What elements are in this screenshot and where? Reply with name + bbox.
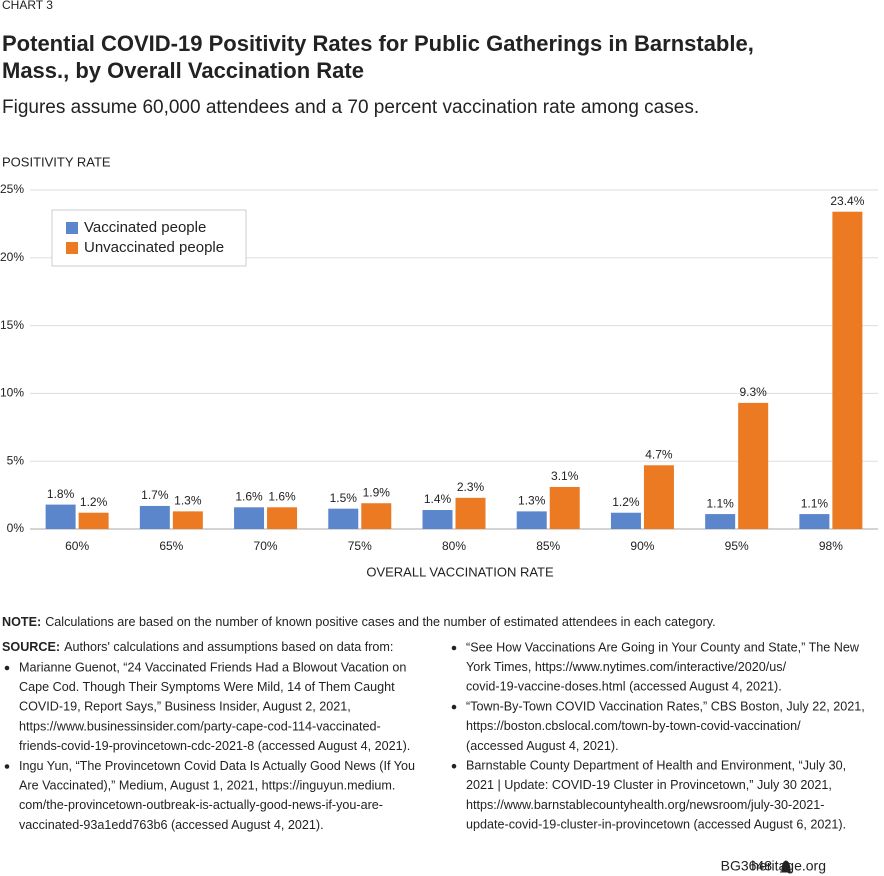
source-line: COVID-19, Report Says,” Business Insider… [19, 700, 351, 714]
source-line: (accessed August 4, 2021). [466, 739, 619, 753]
value-label: 9.3% [739, 385, 767, 399]
value-label: 4.7% [645, 447, 673, 461]
bell-icon [780, 860, 792, 873]
value-label: 1.7% [141, 488, 169, 502]
value-label: 1.1% [801, 496, 829, 510]
value-label: 1.2% [80, 495, 108, 509]
bar [361, 503, 392, 529]
y-tick-label: 20% [0, 250, 24, 264]
legend-swatch [66, 222, 78, 234]
source-line: https://boston.cbslocal.com/town-by-town… [466, 719, 801, 733]
source-line: com/the-provincetown-outbreak-is-actuall… [19, 798, 383, 812]
bar [328, 508, 359, 529]
bullet [451, 763, 457, 769]
x-tick-label: 65% [159, 539, 183, 553]
legend-label: Unvaccinated people [84, 239, 224, 256]
x-tick-label: 85% [536, 539, 560, 553]
source-line: Ingu Yun, “The Provincetown Covid Data I… [19, 759, 415, 773]
y-tick-label: 10% [0, 386, 24, 400]
value-label: 1.5% [330, 491, 358, 505]
bar [549, 486, 580, 529]
note-text: Authors' calculations and assumptions ba… [64, 640, 393, 654]
legend-label: Vaccinated people [84, 219, 206, 236]
source-line: Cape Cod. Though Their Symptoms Were Mil… [19, 680, 395, 694]
value-label: 1.4% [424, 492, 452, 506]
bar [78, 512, 109, 529]
source-line: update-covid-19-cluster-in-provincetown … [466, 818, 846, 832]
chart-label: CHART 3 [2, 0, 53, 12]
bar [139, 505, 170, 529]
source-line: vaccinated-93a1edd763b6 (accessed August… [19, 818, 324, 832]
x-axis-label: OVERALL VACCINATION RATE [366, 564, 554, 579]
chart-title: Potential COVID-19 Positivity Rates for … [2, 31, 754, 56]
value-label: 1.8% [47, 487, 75, 501]
source-line: Marianne Guenot, “24 Vaccinated Friends … [19, 660, 406, 674]
source-line: York Times, https://www.nytimes.com/inte… [466, 660, 787, 674]
source-line: “Town-By-Town COVID Vaccination Rates,” … [466, 699, 865, 713]
bar [832, 211, 863, 530]
y-tick-label: 25% [0, 182, 24, 196]
x-tick-label: 98% [819, 539, 843, 553]
note-text: Calculations are based on the number of … [45, 615, 715, 629]
x-tick-label: 75% [348, 539, 372, 553]
bullet [4, 665, 10, 671]
note-label: SOURCE: [2, 640, 60, 654]
value-label: 3.1% [551, 469, 579, 483]
note: NOTE: Calculations are based on the numbe… [2, 615, 716, 629]
source-line: friends-covid-19-provincetown-cdc-2021-8… [19, 739, 410, 753]
bar [172, 511, 203, 529]
footer-code: BG3648 [721, 858, 773, 874]
x-tick-label: 70% [254, 539, 278, 553]
y-tick-label: 15% [0, 318, 24, 332]
value-label: 1.3% [174, 494, 202, 508]
bullet [451, 704, 457, 710]
source-line: https://www.businessinsider.com/party-ca… [19, 719, 381, 733]
source-line: covid-19-vaccine-doses.html (accessed Au… [466, 680, 782, 694]
x-tick-label: 90% [630, 539, 654, 553]
note: SOURCE: Authors' calculations and assumpt… [2, 640, 393, 654]
value-label: 1.9% [363, 485, 391, 499]
bar [267, 507, 298, 529]
bar [705, 514, 736, 529]
bar [738, 402, 769, 529]
value-label: 1.3% [518, 494, 546, 508]
bar [516, 511, 547, 529]
legend-swatch [66, 242, 78, 254]
x-tick-label: 95% [725, 539, 749, 553]
y-axis-label: POSITIVITY RATE [2, 154, 111, 169]
value-label: 23.4% [830, 194, 864, 208]
source-line: https://www.barnstablecountyhealth.org/n… [466, 798, 824, 812]
x-tick-label: 60% [65, 539, 89, 553]
bullet [4, 764, 10, 769]
note-label: NOTE: [2, 615, 41, 629]
value-label: 1.6% [268, 489, 296, 503]
x-tick-label: 80% [442, 539, 466, 553]
source-line: Are Vaccinated),” Medium, August 1, 2021… [19, 779, 395, 793]
source-line: 2021 | Update: COVID-19 Cluster in Provi… [466, 778, 832, 792]
bar [799, 514, 830, 529]
source-line: “See How Vaccinations Are Going in Your … [466, 640, 860, 654]
bar [45, 504, 76, 529]
legend-box [51, 209, 247, 267]
bar [234, 507, 265, 529]
chart-title: Mass., by Overall Vaccination Rate [2, 58, 364, 83]
value-label: 1.6% [235, 489, 263, 503]
y-tick-label: 0% [7, 521, 25, 535]
bullet [451, 645, 457, 651]
value-label: 2.3% [457, 480, 485, 494]
subtitle: Figures assume 60,000 attendees and a 70… [2, 97, 699, 118]
source-line: Barnstable County Department of Health a… [466, 759, 846, 773]
bar [455, 497, 486, 529]
y-tick-label: 5% [7, 453, 25, 467]
value-label: 1.2% [612, 495, 640, 509]
bar [643, 465, 674, 529]
bar [610, 512, 641, 529]
bar [422, 510, 453, 529]
value-label: 1.1% [706, 496, 734, 510]
